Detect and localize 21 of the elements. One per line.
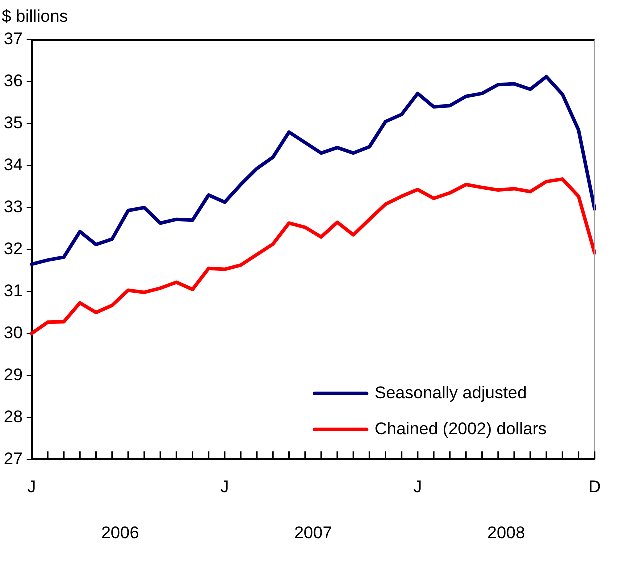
y-tick-label: 28 (4, 407, 23, 426)
legend-label: Seasonally adjusted (374, 383, 528, 402)
y-tick-label: 36 (4, 72, 23, 91)
y-tick-label: 30 (4, 323, 23, 342)
x-tick-label: J (414, 477, 422, 496)
text: 2006 (101, 523, 140, 542)
y-axis-title: $ billions (2, 7, 68, 26)
x-tick-label: J (28, 477, 36, 496)
legend-label: Chained (2002) dollars (374, 419, 547, 438)
text: 2008 (487, 523, 526, 542)
y-tick-label: 27 (4, 449, 23, 468)
y-tick-label: 34 (4, 156, 23, 175)
y-tick-label: 37 (4, 30, 23, 49)
x-tick-label: D (588, 477, 601, 496)
y-tick-label: 35 (4, 114, 23, 133)
y-tick-label: 29 (4, 365, 23, 384)
x-tick-label: J (220, 477, 230, 496)
y-tick-label: 32 (4, 239, 23, 258)
text: 2007 (294, 523, 332, 542)
y-tick-label: 31 (4, 281, 23, 300)
y-tick-label: 33 (4, 198, 23, 217)
